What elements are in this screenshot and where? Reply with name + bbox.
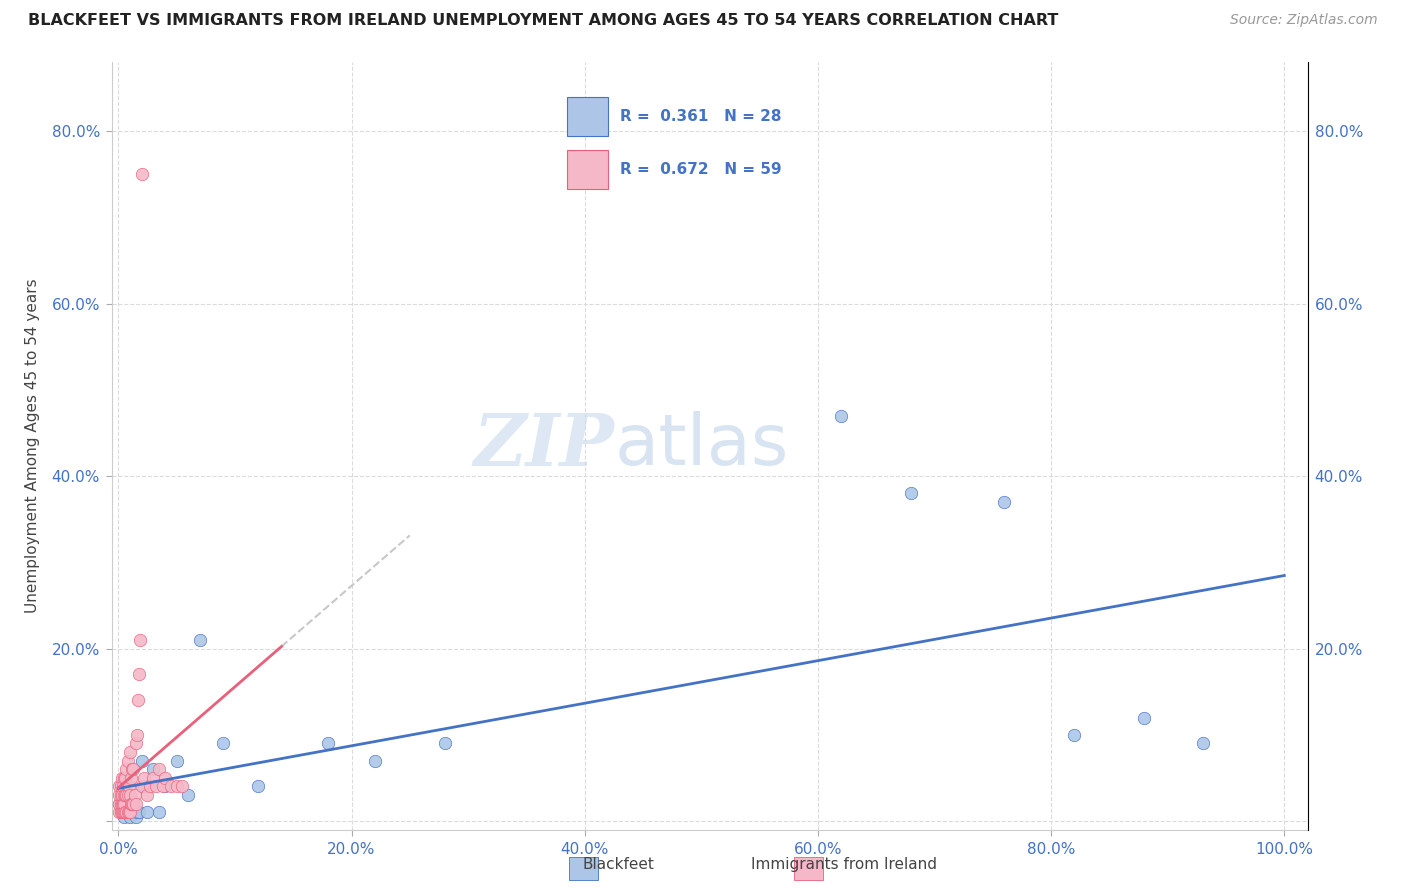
Point [316,736,339,750]
Point [115,805,138,820]
Point [148,762,170,776]
Point [121,762,143,776]
Point [148,805,170,820]
Point [125,797,148,811]
Point [129,632,152,647]
Point [212,736,235,750]
Point [112,810,135,824]
Point [830,409,852,423]
Point [111,805,134,820]
Point [118,810,141,824]
Point [128,667,150,681]
Point [247,780,270,794]
Point [125,805,148,820]
Point [142,771,165,785]
Y-axis label: Unemployment Among Ages 45 to 54 years: Unemployment Among Ages 45 to 54 years [25,278,41,614]
Point [142,762,165,776]
Point [120,771,142,785]
Point [114,805,136,820]
Point [1063,728,1085,742]
Point [172,780,194,794]
Point [993,495,1015,509]
Point [115,788,138,802]
Point [159,780,181,794]
Point [118,745,141,759]
Point [108,797,131,811]
Point [120,797,142,811]
Point [118,780,141,794]
Point [108,788,131,802]
Text: ZIP: ZIP [474,410,614,482]
Point [112,805,135,820]
Point [132,771,155,785]
Point [166,780,188,794]
Point [110,788,132,802]
Point [108,780,131,794]
Point [136,805,159,820]
Text: BLACKFEET VS IMMIGRANTS FROM IRELAND UNEMPLOYMENT AMONG AGES 45 TO 54 YEARS CORR: BLACKFEET VS IMMIGRANTS FROM IRELAND UNE… [28,13,1059,29]
Text: Blackfeet: Blackfeet [582,857,655,872]
Point [114,771,136,785]
Point [112,788,135,802]
Point [112,771,135,785]
Point [110,797,132,811]
Text: atlas: atlas [614,411,789,481]
Point [145,780,167,794]
Point [1191,736,1213,750]
Point [111,797,134,811]
Point [112,797,135,811]
Point [132,780,155,794]
Point [131,754,153,768]
Point [131,780,153,794]
Point [108,805,131,820]
Point [111,771,134,785]
Point [125,736,148,750]
Point [131,168,153,182]
Point [1133,710,1156,724]
Point [136,788,159,802]
Point [128,805,150,820]
Point [121,797,143,811]
Point [188,632,211,647]
Point [121,797,143,811]
Text: Immigrants from Ireland: Immigrants from Ireland [751,857,936,872]
Point [127,693,149,707]
Point [118,805,141,820]
Point [433,736,456,750]
Point [110,805,132,820]
Point [117,788,139,802]
Point [125,810,148,824]
Point [122,797,145,811]
Point [125,728,148,742]
Point [152,780,174,794]
Point [139,780,162,794]
Point [900,486,922,500]
Point [117,805,139,820]
Point [122,762,145,776]
Text: Source: ZipAtlas.com: Source: ZipAtlas.com [1230,13,1378,28]
Point [111,797,134,811]
Point [117,788,139,802]
Point [364,754,387,768]
Point [153,780,176,794]
Point [153,771,176,785]
Point [115,805,138,820]
Point [115,762,138,776]
Point [166,754,188,768]
Point [111,780,134,794]
Point [108,797,131,811]
Point [177,788,200,802]
Point [118,805,141,820]
Point [111,805,134,820]
Point [117,754,139,768]
Point [110,780,132,794]
Point [111,788,134,802]
Point [124,788,146,802]
Point [118,788,141,802]
Point [114,788,136,802]
